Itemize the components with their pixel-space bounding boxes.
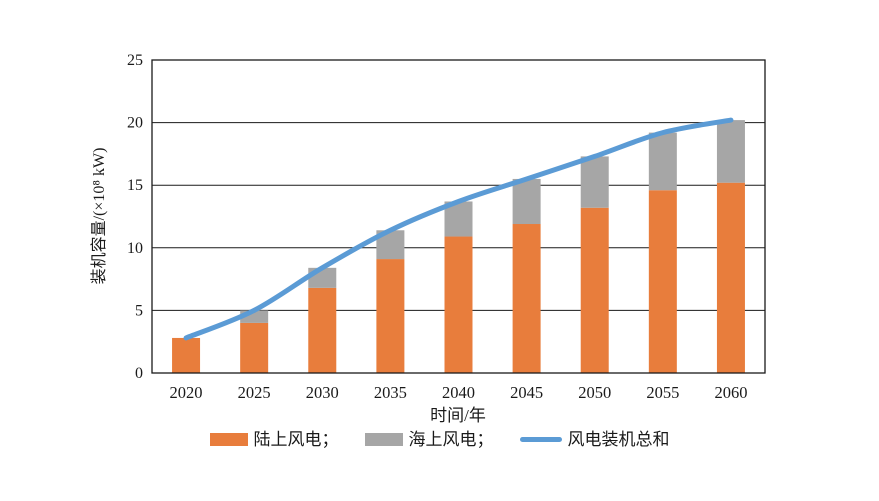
x-tick-label-2020: 2020 — [170, 383, 203, 402]
bar-onshore-2035 — [376, 259, 405, 373]
onshore-wind-swatch — [209, 433, 248, 446]
bar-onshore-2030 — [308, 287, 337, 373]
y-tick-label-0: 0 — [135, 365, 143, 382]
bar-offshore-2030 — [308, 267, 337, 288]
chart-legend: 陆上风电； 海上风电； 风电装机总和 — [0, 431, 879, 448]
bar-onshore-2045 — [512, 224, 541, 373]
legend-label-onshore: 陆上风电； — [253, 430, 339, 449]
x-tick-labels-layer: 2020 2025 2030 2035 2040 2045 2050 2055 2060 — [170, 383, 748, 402]
bar-offshore-2055 — [648, 132, 677, 191]
x-tick-label-2050: 2050 — [578, 383, 611, 402]
total-line-layer — [183, 117, 734, 341]
x-tick-label-2045: 2045 — [510, 383, 543, 402]
y-tick-label-15: 15 — [127, 177, 143, 194]
y-tick-label-25: 25 — [127, 52, 143, 69]
y-tick-label-5: 5 — [135, 302, 143, 319]
y-tick-label-10: 10 — [127, 240, 143, 257]
legend-label-total: 风电装机总和 — [567, 430, 670, 449]
x-tick-label-2055: 2055 — [646, 383, 679, 402]
legend-item-onshore: 陆上风电； — [209, 430, 339, 449]
plot-frame-layer — [151, 59, 766, 374]
bar-onshore-2025 — [240, 322, 269, 373]
legend-item-offshore: 海上风电； — [364, 430, 494, 449]
bar-onshore-2020 — [172, 337, 201, 373]
x-tick-label-2040: 2040 — [442, 383, 475, 402]
y-tick-labels-layer: 0 5 10 15 20 25 — [127, 52, 143, 382]
x-tick-label-2035: 2035 — [374, 383, 407, 402]
bars-layer — [172, 120, 745, 373]
offshore-wind-swatch — [364, 433, 403, 446]
y-axis-title: 装机容量/(×10⁸ kW) — [90, 148, 108, 285]
total-capacity-line — [183, 117, 734, 341]
y-tick-label-20: 20 — [127, 115, 143, 132]
bar-onshore-2055 — [648, 190, 677, 373]
bar-offshore-2045 — [512, 178, 541, 225]
bar-offshore-2060 — [716, 120, 745, 183]
x-tick-label-2025: 2025 — [238, 383, 271, 402]
legend-label-offshore: 海上风电； — [408, 430, 494, 449]
x-axis-title: 时间/年 — [430, 406, 486, 425]
bar-onshore-2060 — [716, 182, 745, 373]
x-tick-label-2030: 2030 — [306, 383, 339, 402]
bar-onshore-2050 — [580, 207, 609, 373]
x-tick-label-2060: 2060 — [714, 383, 747, 402]
bar-onshore-2040 — [444, 236, 473, 373]
bar-offshore-2050 — [580, 156, 609, 208]
total-line-swatch — [519, 437, 562, 442]
legend-item-total: 风电装机总和 — [519, 430, 670, 449]
plot-frame — [151, 59, 766, 374]
